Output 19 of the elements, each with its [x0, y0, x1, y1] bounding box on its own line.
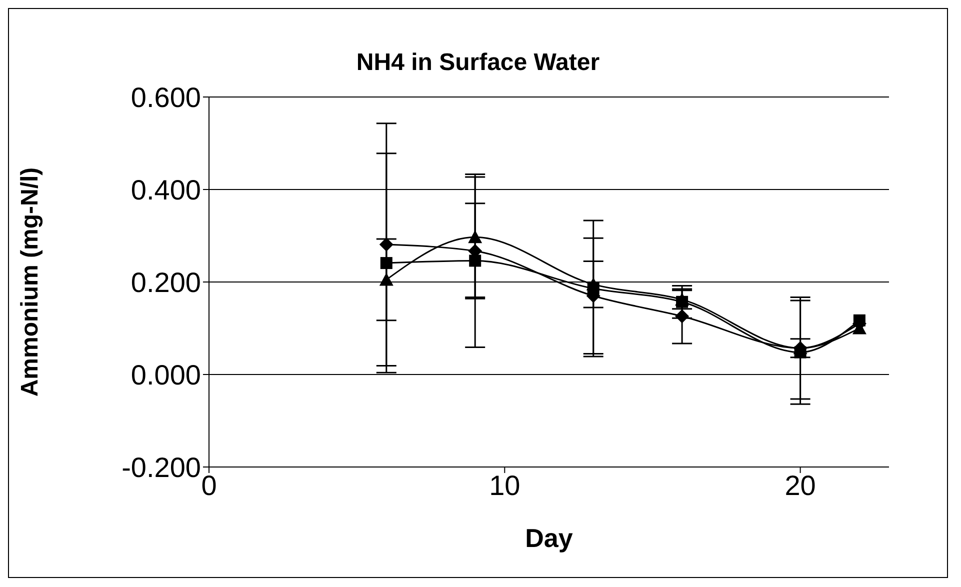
- y-tick-label: 0.400: [130, 174, 201, 206]
- y-tick-label: 0.600: [130, 82, 201, 113]
- point: [469, 254, 482, 267]
- point: [379, 238, 394, 252]
- y-tick-label: 0.000: [130, 359, 201, 390]
- point: [468, 230, 482, 244]
- point: [675, 292, 690, 306]
- point: [380, 257, 392, 270]
- y-tick-label: 0.200: [130, 266, 201, 298]
- point: [675, 309, 690, 324]
- point: [586, 277, 600, 290]
- chart-title: NH4 in Surface Water: [355, 49, 601, 77]
- x-tick-label: 20: [784, 470, 816, 501]
- y-tick-label: -0.200: [122, 452, 201, 483]
- x-axis-title: Day: [525, 523, 574, 553]
- point: [379, 272, 394, 286]
- y-axis-title: Ammonium (mg-N/l): [16, 167, 44, 397]
- x-tick-label: 0: [201, 470, 217, 501]
- x-tick-label: 10: [489, 470, 520, 501]
